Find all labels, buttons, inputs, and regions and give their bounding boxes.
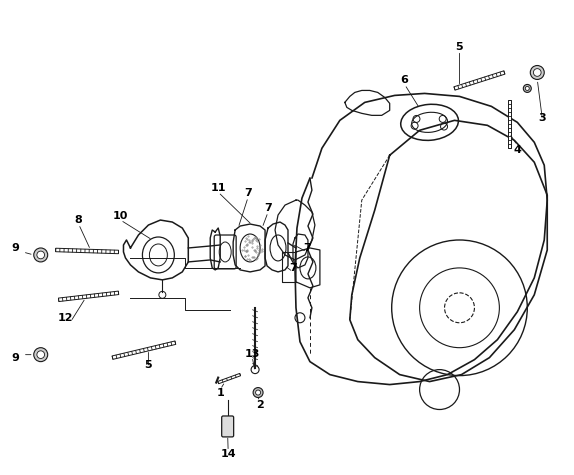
Circle shape [523,85,532,93]
Text: 8: 8 [75,215,83,225]
Text: 11: 11 [211,183,226,193]
Text: 9: 9 [12,352,20,362]
Circle shape [525,86,529,90]
Polygon shape [218,373,241,384]
Text: 5: 5 [145,360,152,370]
Text: 9: 9 [12,243,20,253]
Text: 4: 4 [513,145,521,155]
Polygon shape [508,100,511,148]
Text: 7: 7 [303,243,311,253]
Text: 6: 6 [401,76,409,86]
Text: 14: 14 [220,449,236,459]
Text: 7: 7 [289,263,297,273]
Text: 12: 12 [58,313,73,323]
Circle shape [533,69,541,76]
Text: 3: 3 [538,114,546,124]
Circle shape [530,66,544,79]
Circle shape [37,251,45,259]
Circle shape [253,388,263,398]
Polygon shape [56,248,119,254]
Text: 13: 13 [245,349,260,359]
Polygon shape [454,71,505,90]
Text: 7: 7 [245,188,252,198]
Text: 7: 7 [264,203,272,213]
Text: 10: 10 [113,211,128,221]
Text: 5: 5 [456,41,463,52]
Text: 2: 2 [256,399,264,409]
Polygon shape [112,341,176,360]
Circle shape [37,351,45,359]
FancyBboxPatch shape [222,416,234,437]
Circle shape [255,390,261,395]
Polygon shape [59,291,119,302]
Text: 1: 1 [216,388,224,398]
Circle shape [34,248,48,262]
Circle shape [34,348,48,361]
